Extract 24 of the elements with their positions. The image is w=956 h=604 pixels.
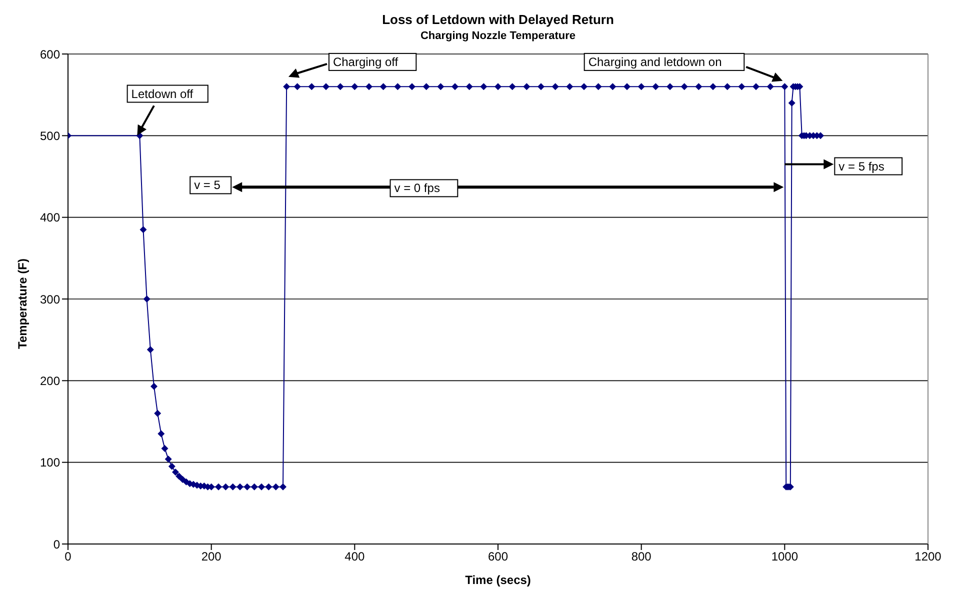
annotation: Charging and letdown on <box>588 54 722 69</box>
y-tick-label: 300 <box>40 292 60 306</box>
y-tick-label: 600 <box>40 47 60 62</box>
x-tick-label: 1000 <box>771 550 798 564</box>
y-tick-label: 0 <box>53 537 60 552</box>
y-tick-label: 200 <box>40 374 60 388</box>
annotation: Letdown off <box>131 86 194 101</box>
y-axis-title: Temperature (F) <box>15 258 30 349</box>
x-tick-label: 1200 <box>914 550 942 564</box>
annotation: v = 5 fps <box>838 159 884 174</box>
x-axis-title: Time (secs) <box>465 573 531 587</box>
chart-title: Loss of Letdown with Delayed Return <box>382 12 614 27</box>
annotation: Charging off <box>332 54 399 69</box>
y-tick-label: 100 <box>40 456 60 470</box>
y-tick-label: 400 <box>40 210 60 225</box>
y-tick-label: 500 <box>40 128 60 143</box>
annotation: v = 5 <box>194 178 221 192</box>
x-tick-label: 0 <box>64 550 72 564</box>
x-tick-label: 200 <box>201 550 222 564</box>
annotation: v = 0 fps <box>394 181 440 196</box>
x-tick-label: 800 <box>631 550 652 564</box>
x-tick-label: 600 <box>488 550 508 564</box>
chart-subtitle: Charging Nozzle Temperature <box>420 30 576 42</box>
x-tick-label: 400 <box>344 550 365 564</box>
